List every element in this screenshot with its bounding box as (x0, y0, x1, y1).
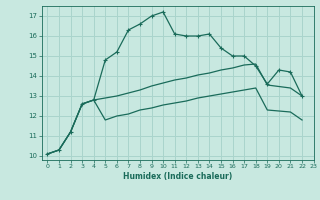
X-axis label: Humidex (Indice chaleur): Humidex (Indice chaleur) (123, 172, 232, 181)
